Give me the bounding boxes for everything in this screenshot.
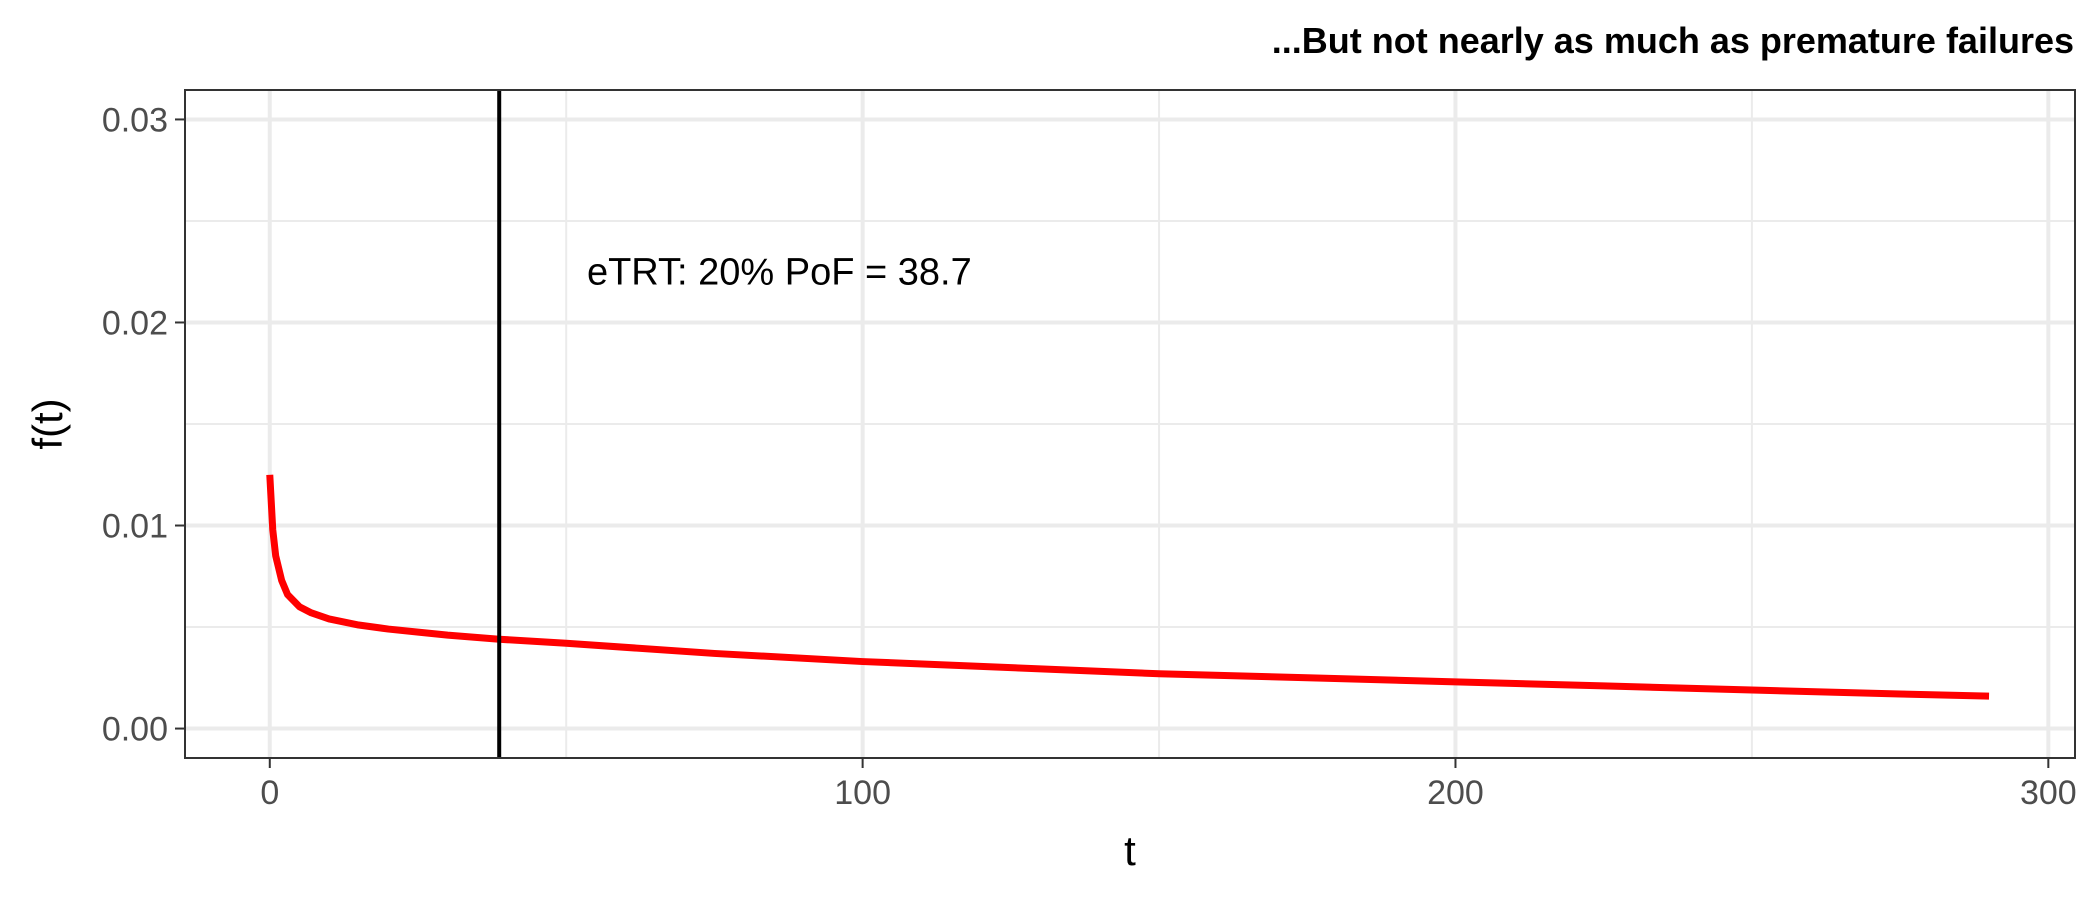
threshold-annotation: eTRT: 20% PoF = 38.7 [587, 252, 972, 294]
chart-title: ...But not nearly as much as premature f… [1272, 20, 2074, 61]
x-tick-label: 200 [1427, 774, 1484, 812]
y-axis: 0.00 0.01 0.02 0.03 [102, 101, 185, 749]
y-tick-label: 0.01 [102, 508, 168, 546]
x-tick-label: 100 [834, 774, 891, 812]
x-tick-label: 300 [2020, 774, 2077, 812]
y-axis-title: f(t) [24, 398, 71, 449]
plot-panel-border [184, 89, 2076, 759]
y-tick-label: 0.00 [102, 711, 168, 749]
y-tick-label: 0.03 [102, 101, 168, 139]
x-tick-label: 0 [260, 774, 279, 812]
x-axis: 0 100 200 300 [260, 758, 2077, 812]
x-axis-title: t [1124, 827, 1136, 874]
y-tick-label: 0.02 [102, 304, 168, 342]
